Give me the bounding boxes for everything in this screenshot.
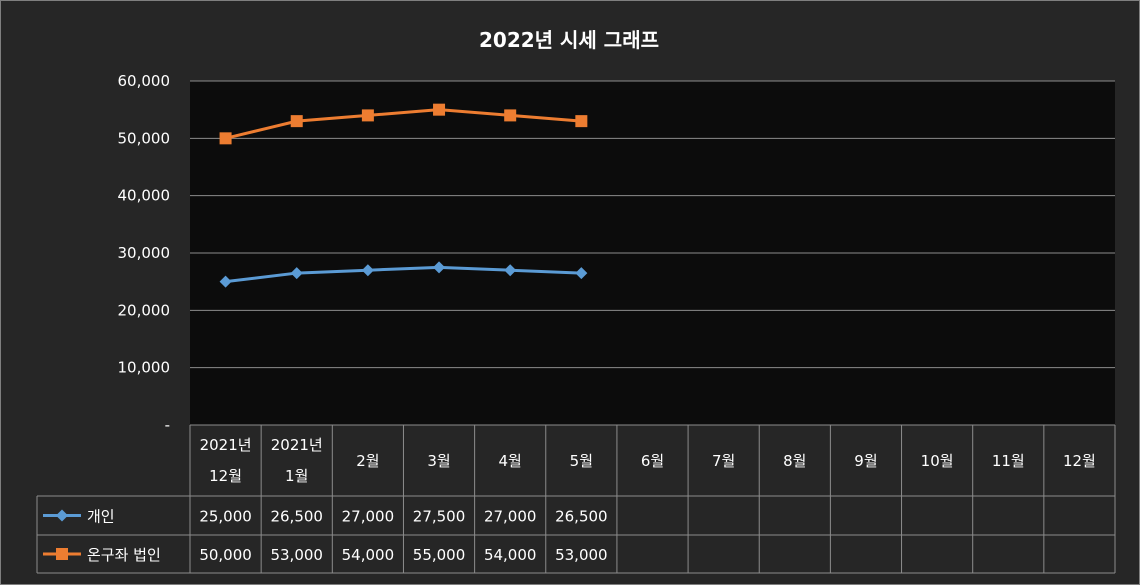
y-tick-label: 10,000 bbox=[118, 359, 171, 377]
data-label: 25,000 bbox=[199, 508, 252, 526]
y-tick-label: 50,000 bbox=[118, 129, 171, 147]
data-point bbox=[361, 109, 374, 122]
data-label: 26,500 bbox=[270, 508, 323, 526]
y-tick-label: 60,000 bbox=[118, 72, 171, 90]
data-label: 26,500 bbox=[555, 508, 608, 526]
category-label: 6월 bbox=[641, 452, 664, 470]
data-point bbox=[433, 261, 446, 274]
data-point bbox=[504, 109, 517, 122]
legend-series-name: 온구좌 법인 bbox=[87, 546, 161, 564]
data-label: 55,000 bbox=[413, 546, 466, 564]
data-label: 53,000 bbox=[270, 546, 323, 564]
data-point bbox=[290, 267, 303, 280]
data-label: 50,000 bbox=[199, 546, 252, 564]
data-point bbox=[433, 103, 446, 116]
category-label: 12월 bbox=[1063, 452, 1096, 470]
category-label: 1월 bbox=[285, 467, 308, 485]
legend-series-name: 개인 bbox=[87, 508, 115, 526]
data-label: 27,000 bbox=[342, 508, 395, 526]
category-label: 3월 bbox=[427, 452, 450, 470]
category-label: 2021년 bbox=[200, 436, 252, 454]
category-label: 4월 bbox=[499, 452, 522, 470]
data-point bbox=[575, 267, 588, 280]
category-label: 2021년 bbox=[271, 436, 323, 454]
legend-key-marker bbox=[56, 509, 68, 522]
legend-key-marker bbox=[56, 548, 68, 560]
category-label: 12월 bbox=[209, 467, 242, 485]
category-label: 2월 bbox=[356, 452, 379, 470]
data-label: 27,500 bbox=[413, 508, 466, 526]
data-label: 54,000 bbox=[484, 546, 537, 564]
data-point bbox=[290, 115, 303, 128]
data-label: 27,000 bbox=[484, 508, 537, 526]
y-tick-label: 20,000 bbox=[118, 301, 171, 319]
data-point bbox=[219, 275, 232, 288]
category-label: 5월 bbox=[570, 452, 593, 470]
series-line bbox=[225, 265, 582, 284]
category-label: 7월 bbox=[712, 452, 735, 470]
y-tick-label: 40,000 bbox=[118, 187, 171, 205]
data-point bbox=[219, 132, 232, 145]
series-line bbox=[225, 108, 582, 140]
data-point bbox=[575, 115, 588, 128]
category-label: 8월 bbox=[783, 452, 806, 470]
category-label: 9월 bbox=[854, 452, 877, 470]
chart-title: 2022년 시세 그래프 bbox=[479, 28, 659, 52]
data-point bbox=[504, 264, 517, 277]
y-tick-label: - bbox=[165, 416, 170, 434]
data-label: 53,000 bbox=[555, 546, 608, 564]
category-label: 10월 bbox=[921, 452, 954, 470]
data-label: 54,000 bbox=[342, 546, 395, 564]
category-label: 11월 bbox=[992, 452, 1025, 470]
data-point bbox=[361, 264, 374, 277]
y-tick-label: 30,000 bbox=[118, 244, 171, 262]
